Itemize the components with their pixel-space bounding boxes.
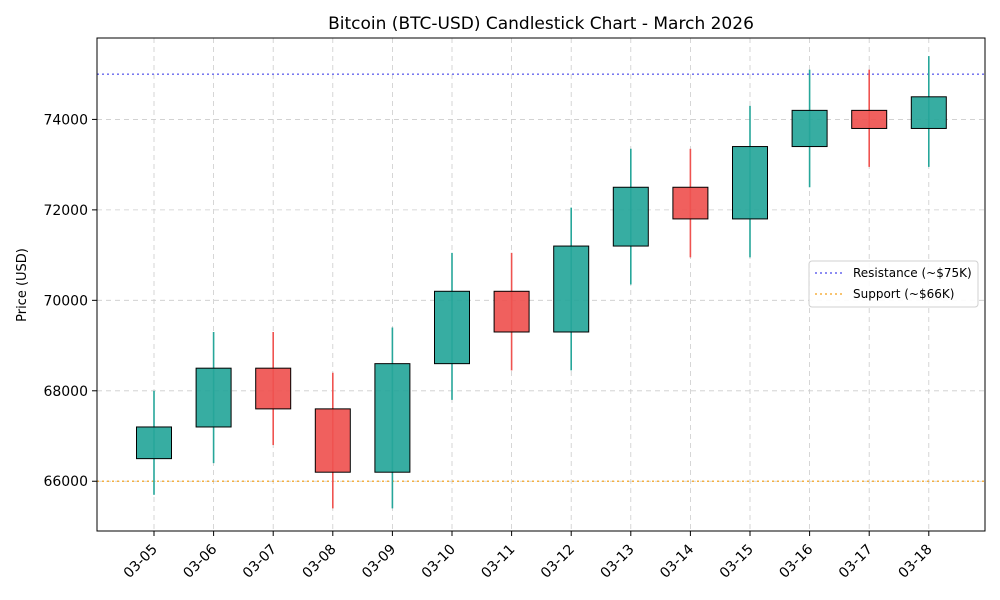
candle <box>672 148 709 258</box>
plot-frame <box>96 37 986 532</box>
candle-body <box>255 367 292 410</box>
candle <box>314 372 351 509</box>
candle-body <box>910 96 947 129</box>
chart-title: Bitcoin (BTC-USD) Candlestick Chart - Ma… <box>328 14 754 34</box>
x-tick-label: 03-12 <box>538 542 578 582</box>
candle <box>434 252 470 400</box>
y-tick-label: 70000 <box>43 293 88 309</box>
x-tick-label: 03-05 <box>121 542 161 582</box>
candle <box>910 56 947 167</box>
candle-body <box>553 245 590 333</box>
x-axis: 03-05 03-06 03-07 03-08 03-09 03-10 03-11 03-12… <box>121 531 936 582</box>
x-tick-label: 03-14 <box>657 541 697 581</box>
candle-body <box>732 146 768 220</box>
legend-label: Support (~$66K) <box>853 287 954 301</box>
x-tick-label: 03-18 <box>896 542 936 582</box>
candle <box>136 390 172 495</box>
candle-body <box>851 109 888 129</box>
x-tick-label: 03-07 <box>240 542 280 582</box>
legend-box <box>808 260 979 308</box>
y-axis: 66000 68000 70000 72000 74000 <box>43 112 97 490</box>
candle <box>612 148 649 285</box>
x-tick-label: 03-08 <box>300 542 340 582</box>
candle-body <box>195 367 232 428</box>
x-tick-label: 03-10 <box>419 542 459 582</box>
x-tick-label: 03-17 <box>836 542 876 582</box>
candle-body <box>374 363 411 473</box>
x-tick-label: 03-09 <box>359 542 399 582</box>
candle <box>374 327 411 509</box>
candles <box>136 56 947 509</box>
candle <box>553 207 590 371</box>
candle <box>195 331 232 464</box>
candle-body <box>493 290 530 333</box>
candle-body <box>136 426 172 460</box>
y-tick-label: 68000 <box>43 384 88 400</box>
x-tick-label: 03-16 <box>776 541 816 581</box>
candle-body <box>612 186 649 247</box>
candle <box>851 69 888 167</box>
y-tick-label: 74000 <box>43 112 88 128</box>
candle-body <box>672 186 709 220</box>
x-tick-label: 03-15 <box>717 542 757 582</box>
x-tick-label: 03-11 <box>478 542 518 582</box>
candle-body <box>791 109 828 148</box>
candle <box>255 331 292 446</box>
reference-lines <box>97 73 985 482</box>
y-tick-label: 66000 <box>43 474 88 490</box>
candle-body <box>434 290 470 365</box>
candle <box>493 252 530 371</box>
x-tick-label: 03-06 <box>180 541 220 581</box>
candle-body <box>314 408 351 473</box>
y-tick-label: 72000 <box>43 203 88 219</box>
candle <box>791 69 828 188</box>
y-axis-label: Price (USD) <box>15 248 30 322</box>
x-tick-label: 03-13 <box>598 542 638 582</box>
legend: Resistance (~$75K) Support (~$66K) <box>808 260 979 308</box>
candle <box>732 105 768 258</box>
legend-label: Resistance (~$75K) <box>853 266 972 280</box>
